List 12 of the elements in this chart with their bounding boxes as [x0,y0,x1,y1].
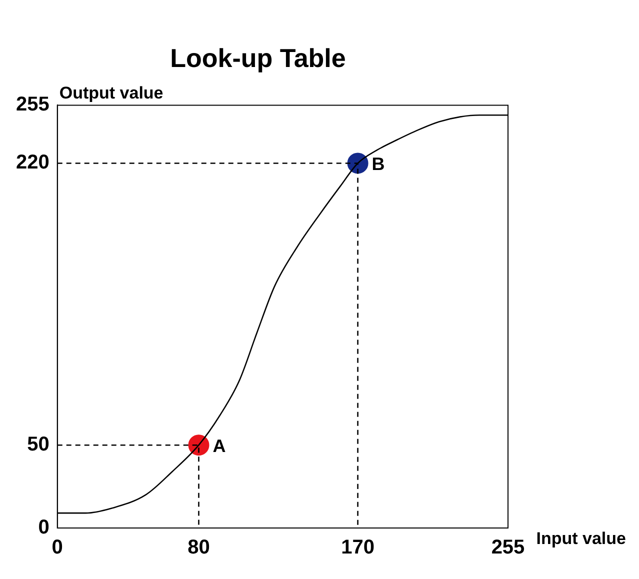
y-tick-label: 50 [27,434,50,456]
y-axis-title: Output value [59,83,164,102]
annotation: B [372,154,385,174]
x-tick-label: 80 [188,536,210,559]
x-axis-title: Input value [536,529,626,548]
x-tick-label: 255 [491,536,525,559]
y-tick-label: 220 [16,152,50,174]
y-tick-label: 0 [38,516,50,539]
chart-title: Look-up Table [170,42,346,73]
annotation: A [212,436,226,456]
x-tick-label: 170 [341,536,374,559]
y-tick-label: 255 [16,94,50,116]
